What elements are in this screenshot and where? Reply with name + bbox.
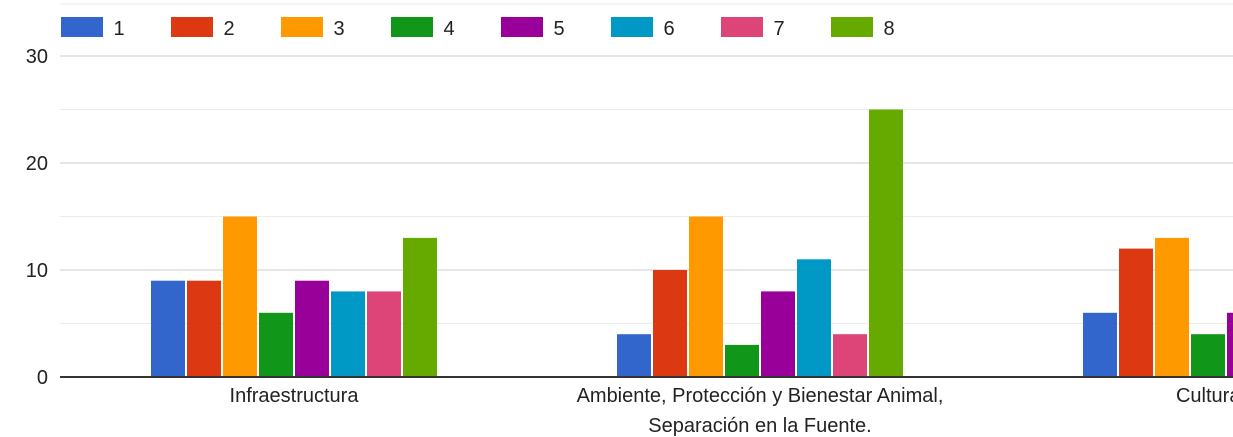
bar-series-3-category-2 (689, 216, 723, 377)
legend: 1 2 3 4 5 6 7 8 (61, 17, 895, 40)
bar-series-4-category-3 (1191, 334, 1225, 377)
y-tick-label: 20 (26, 153, 48, 175)
legend-swatch-2 (171, 17, 213, 37)
legend-label-2: 2 (223, 18, 234, 40)
legend-label-3: 3 (333, 18, 344, 40)
bar-series-3-category-1 (223, 216, 257, 377)
legend-swatch-4 (391, 17, 433, 37)
bar-series-2-category-2 (653, 270, 687, 377)
legend-label-1: 1 (113, 18, 124, 40)
bar-series-6-category-2 (797, 259, 831, 377)
bar-series-2-category-1 (187, 280, 221, 377)
bar-series-7-category-1 (367, 291, 401, 377)
bar-series-5-category-1 (295, 280, 329, 377)
bar-series-8-category-2 (869, 109, 903, 377)
bar-series-1-category-2 (617, 334, 651, 377)
bar-series-2-category-3 (1119, 248, 1153, 377)
legend-label-5: 5 (553, 18, 564, 40)
bar-series-8-category-1 (403, 237, 437, 377)
bar-series-4-category-1 (259, 312, 293, 377)
y-tick-label: 10 (26, 260, 48, 282)
bar-series-4-category-2 (725, 344, 759, 377)
legend-swatch-3 (281, 17, 323, 37)
bar-series-3-category-3 (1155, 237, 1189, 377)
legend-swatch-5 (501, 17, 543, 37)
x-category-label: Infraestructura (230, 385, 360, 407)
bar-series-1-category-3 (1083, 312, 1117, 377)
x-category-label: Ambiente, Protección y Bienestar Animal, (577, 385, 944, 407)
legend-label-4: 4 (443, 18, 454, 40)
x-category-label: Separación en la Fuente. (648, 415, 872, 437)
x-category-label: Cultura y D (1176, 385, 1233, 407)
bar-series-7-category-2 (833, 334, 867, 377)
legend-label-6: 6 (663, 18, 674, 40)
bar-series-5-category-3 (1227, 312, 1233, 377)
bars (151, 109, 1233, 377)
bar-series-5-category-2 (761, 291, 795, 377)
bar-series-1-category-1 (151, 280, 185, 377)
legend-swatch-6 (611, 17, 653, 37)
y-tick-label: 0 (37, 367, 48, 389)
axes: 0 10 20 30 Infraestructura Ambiente, Protecci… (26, 46, 1233, 437)
legend-swatch-8 (831, 17, 873, 37)
legend-swatch-1 (61, 17, 103, 37)
legend-label-8: 8 (883, 18, 894, 40)
bar-series-6-category-1 (331, 291, 365, 377)
y-tick-label: 30 (26, 46, 48, 68)
legend-swatch-7 (721, 17, 763, 37)
legend-label-7: 7 (773, 18, 784, 40)
